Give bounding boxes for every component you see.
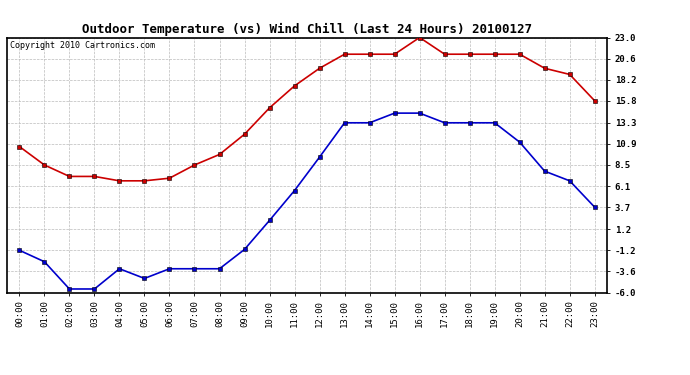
Text: Copyright 2010 Cartronics.com: Copyright 2010 Cartronics.com (10, 41, 155, 50)
Title: Outdoor Temperature (vs) Wind Chill (Last 24 Hours) 20100127: Outdoor Temperature (vs) Wind Chill (Las… (82, 23, 532, 36)
